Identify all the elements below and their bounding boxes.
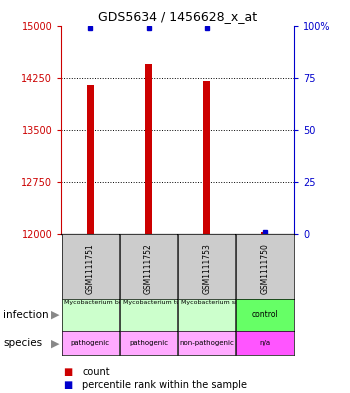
Bar bbox=[145, 64, 152, 234]
Bar bbox=[261, 232, 268, 234]
Text: ■: ■ bbox=[63, 367, 72, 377]
Text: ▶: ▶ bbox=[51, 338, 60, 348]
Text: n/a: n/a bbox=[259, 340, 271, 346]
Bar bbox=[87, 84, 94, 234]
Text: count: count bbox=[82, 367, 110, 377]
Text: GSM1111750: GSM1111750 bbox=[260, 242, 270, 294]
Text: GSM1111752: GSM1111752 bbox=[144, 243, 153, 294]
Text: pathogenic: pathogenic bbox=[71, 340, 110, 346]
Text: Mycobacterium smegmatis: Mycobacterium smegmatis bbox=[181, 300, 266, 305]
Text: ▶: ▶ bbox=[51, 310, 60, 320]
Text: Mycobacterium bovis BCG: Mycobacterium bovis BCG bbox=[64, 300, 147, 305]
Bar bbox=[203, 81, 210, 234]
Text: species: species bbox=[4, 338, 43, 348]
Text: Mycobacterium tuberculosis H37ra: Mycobacterium tuberculosis H37ra bbox=[122, 300, 233, 305]
Text: infection: infection bbox=[4, 310, 49, 320]
Text: pathogenic: pathogenic bbox=[129, 340, 168, 346]
Text: percentile rank within the sample: percentile rank within the sample bbox=[82, 380, 247, 390]
Text: control: control bbox=[252, 310, 278, 320]
Text: non-pathogenic: non-pathogenic bbox=[179, 340, 234, 346]
Title: GDS5634 / 1456628_x_at: GDS5634 / 1456628_x_at bbox=[98, 10, 257, 23]
Text: GSM1111751: GSM1111751 bbox=[86, 243, 95, 294]
Text: GSM1111753: GSM1111753 bbox=[202, 242, 211, 294]
Text: ■: ■ bbox=[63, 380, 72, 390]
